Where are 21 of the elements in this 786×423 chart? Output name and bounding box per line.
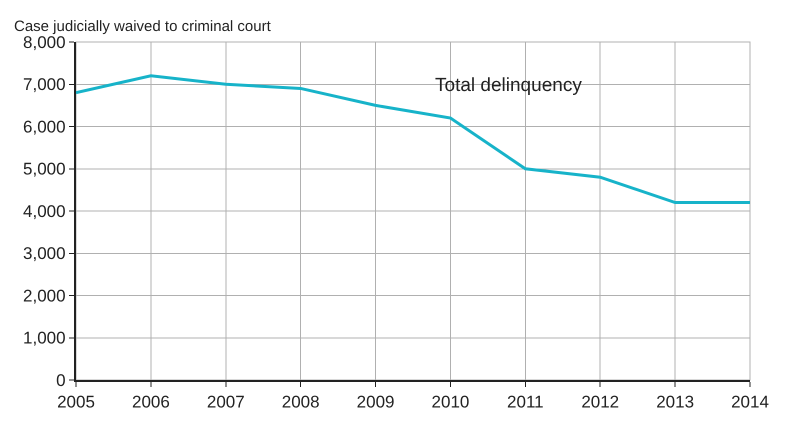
x-tick-label: 2006 — [132, 392, 170, 412]
x-tick-label: 2010 — [432, 392, 470, 412]
x-tick-label: 2007 — [206, 392, 245, 412]
y-tick-label: 1,000 — [23, 328, 66, 348]
x-tick-label: 2012 — [581, 392, 620, 412]
x-tick-label: 2011 — [507, 392, 544, 412]
y-tick-label: 3,000 — [23, 244, 66, 264]
y-tick-label: 6,000 — [23, 117, 66, 136]
x-tick-label: 2009 — [356, 392, 394, 412]
x-tick-label: 2005 — [57, 392, 95, 412]
y-tick-label: 0 — [56, 370, 66, 390]
y-axis-title: Case judicially waived to criminal court — [14, 18, 272, 35]
y-tick-label: 5,000 — [23, 160, 66, 179]
x-tick-label: 2008 — [282, 392, 320, 412]
x-tick-label: 2013 — [656, 392, 694, 412]
y-tick-label: 7,000 — [23, 75, 66, 94]
line-series — [76, 74, 750, 204]
series-label: Total delinquency — [435, 75, 582, 96]
y-tick-label: 4,000 — [23, 202, 66, 221]
x-tick-label: 2014 — [731, 392, 769, 412]
y-tick-label: 2,000 — [23, 286, 66, 306]
